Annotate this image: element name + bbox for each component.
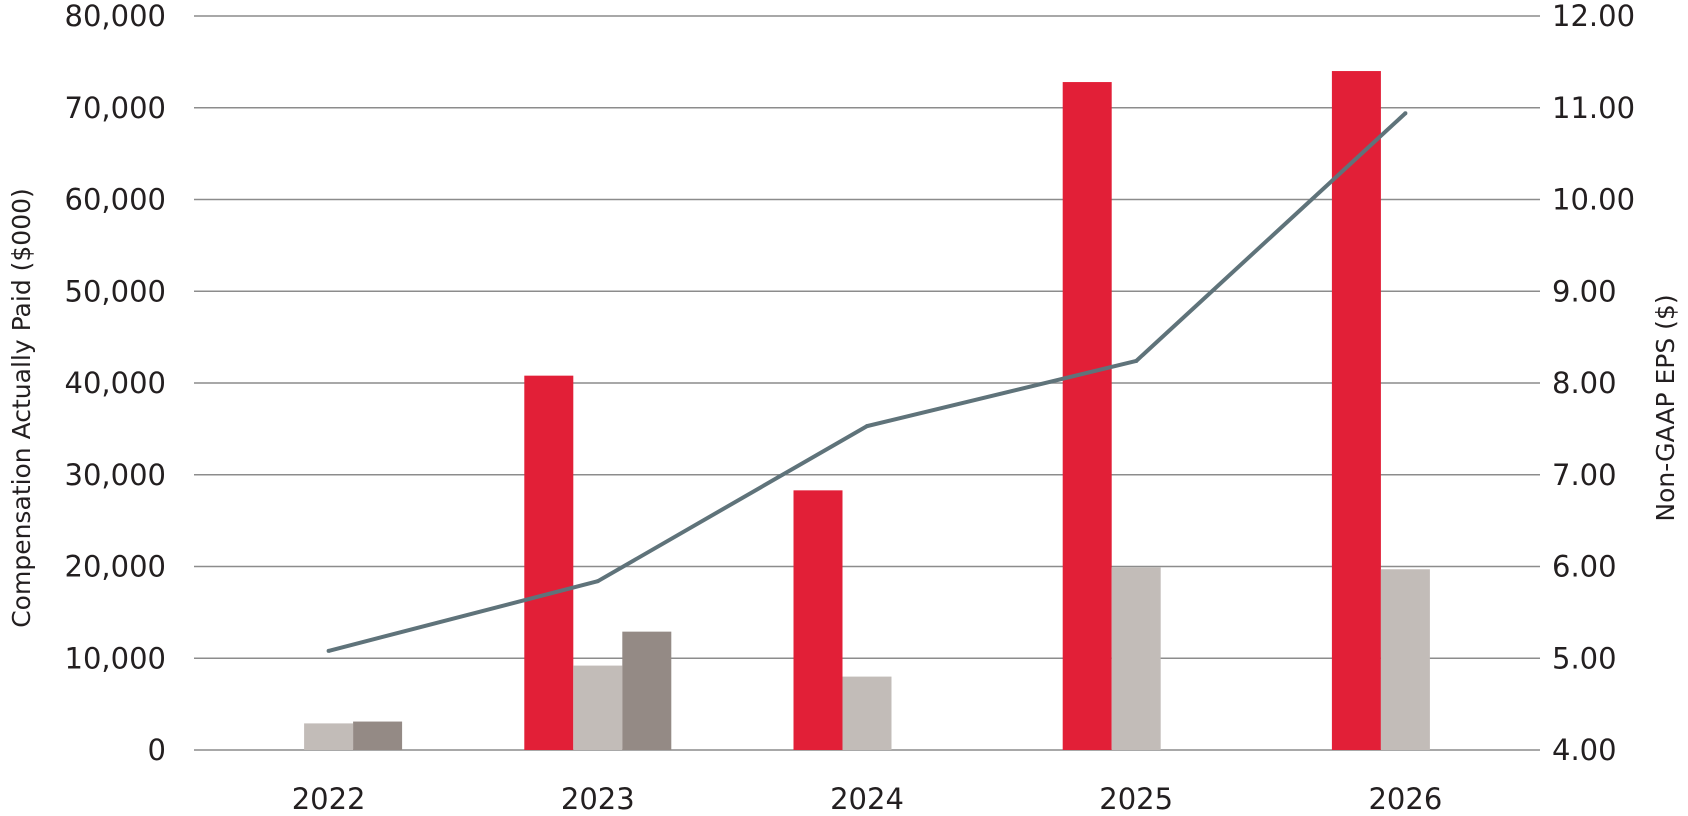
- bar: [1111, 567, 1161, 750]
- x-tick-label: 2026: [1368, 782, 1442, 816]
- bar: [1062, 82, 1112, 750]
- y2-tick-label: 11.00: [1552, 91, 1635, 125]
- line-point: [1403, 111, 1408, 116]
- x-tick-label: 2023: [561, 782, 635, 816]
- x-tick-label: 2022: [292, 782, 366, 816]
- y-tick-label: 80,000: [65, 0, 166, 33]
- y2-tick-label: 8.00: [1552, 366, 1617, 400]
- tick-labels: 0 10,000 20,000 30,000 40,000 50,000 60,000 70,…: [65, 0, 1636, 816]
- y-tick-label: 10,000: [65, 641, 166, 675]
- y-tick-label: 50,000: [65, 274, 166, 308]
- bar: [1380, 569, 1430, 750]
- bar: [524, 375, 574, 750]
- y2-tick-label: 7.00: [1552, 458, 1617, 492]
- bar: [622, 631, 672, 750]
- x-tick-label: 2024: [830, 782, 904, 816]
- y-tick-label: 20,000: [65, 550, 166, 584]
- y2-tick-label: 10.00: [1552, 183, 1635, 217]
- x-tick-label: 2025: [1099, 782, 1173, 816]
- y2-tick-label: 4.00: [1552, 733, 1617, 767]
- y2-tick-label: 6.00: [1552, 550, 1617, 584]
- line-point: [865, 424, 869, 429]
- y2-tick-label: 12.00: [1552, 0, 1635, 33]
- bar: [842, 676, 892, 750]
- bar: [1331, 71, 1381, 751]
- y2-tick-label: 5.00: [1552, 641, 1617, 675]
- line-point: [326, 648, 331, 653]
- y-tick-label: 30,000: [65, 458, 166, 492]
- line-point: [595, 579, 600, 584]
- eps-line: [326, 111, 1408, 653]
- bar: [353, 721, 403, 750]
- line-series: [328, 111, 1407, 653]
- gridlines: [194, 15, 1540, 751]
- y-tick-label: 60,000: [65, 183, 166, 217]
- y-tick-label: 0: [148, 733, 166, 767]
- bar: [304, 723, 354, 750]
- line-point: [1134, 358, 1139, 363]
- y-tick-label: 70,000: [65, 91, 166, 125]
- bar: [793, 490, 843, 750]
- y-axis-title: Compensation Actually Paid ($000): [7, 188, 36, 628]
- bar: [573, 665, 623, 750]
- y2-tick-label: 9.00: [1552, 274, 1617, 308]
- y-tick-label: 40,000: [65, 366, 166, 400]
- bars: [304, 71, 1430, 751]
- y2-axis-title: Non-GAAP EPS ($): [1651, 294, 1680, 521]
